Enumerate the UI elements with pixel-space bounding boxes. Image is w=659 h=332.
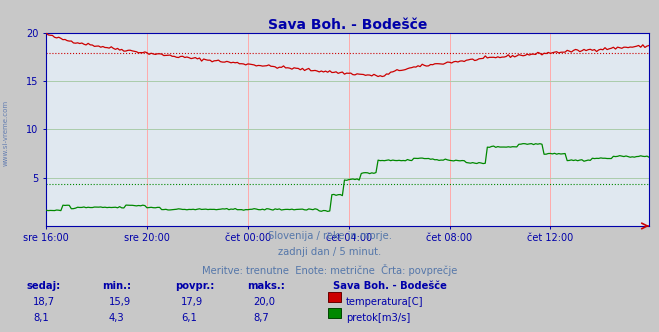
Text: 8,7: 8,7 — [254, 313, 270, 323]
Text: 17,9: 17,9 — [181, 297, 204, 307]
Title: Sava Boh. - Bodešče: Sava Boh. - Bodešče — [268, 18, 427, 32]
Text: 6,1: 6,1 — [181, 313, 197, 323]
Text: sedaj:: sedaj: — [26, 281, 61, 290]
Text: 18,7: 18,7 — [33, 297, 55, 307]
Text: www.si-vreme.com: www.si-vreme.com — [2, 100, 9, 166]
Text: maks.:: maks.: — [247, 281, 285, 290]
Text: Slovenija / reke in morje.: Slovenija / reke in morje. — [268, 231, 391, 241]
Text: povpr.:: povpr.: — [175, 281, 214, 290]
Text: 15,9: 15,9 — [109, 297, 131, 307]
Text: Meritve: trenutne  Enote: metrične  Črta: povprečje: Meritve: trenutne Enote: metrične Črta: … — [202, 264, 457, 276]
Text: Sava Boh. - Bodešče: Sava Boh. - Bodešče — [333, 281, 447, 290]
Text: zadnji dan / 5 minut.: zadnji dan / 5 minut. — [278, 247, 381, 257]
Text: min.:: min.: — [102, 281, 131, 290]
Text: pretok[m3/s]: pretok[m3/s] — [346, 313, 410, 323]
Text: 20,0: 20,0 — [254, 297, 275, 307]
Text: 8,1: 8,1 — [33, 313, 49, 323]
Text: temperatura[C]: temperatura[C] — [346, 297, 424, 307]
Text: 4,3: 4,3 — [109, 313, 125, 323]
